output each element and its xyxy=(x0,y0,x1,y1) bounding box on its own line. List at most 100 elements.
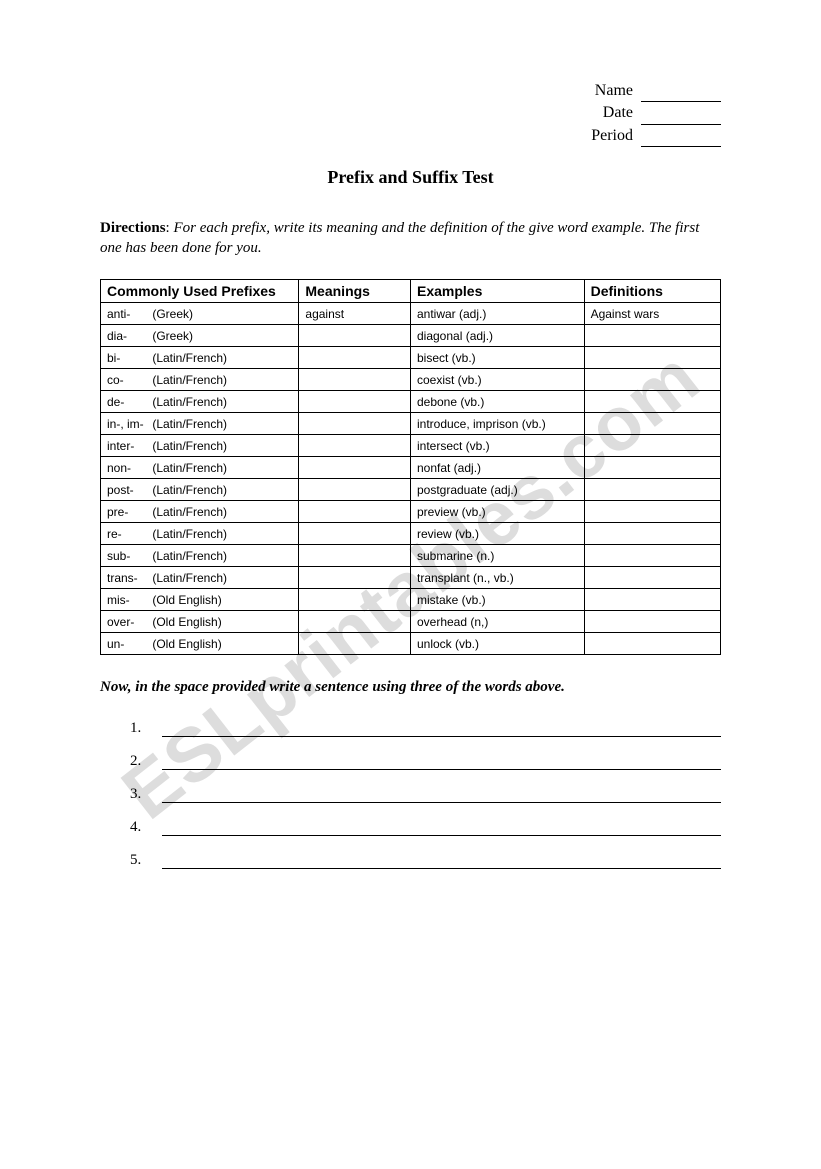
meaning-cell[interactable] xyxy=(299,544,411,566)
prefix-cell: anti- (Greek) xyxy=(101,302,299,324)
definition-cell[interactable] xyxy=(584,632,720,654)
definition-cell[interactable] xyxy=(584,456,720,478)
meaning-cell[interactable] xyxy=(299,610,411,632)
sentence-number: 3. xyxy=(130,786,154,803)
prefix-origin: (Latin/French) xyxy=(149,527,227,541)
meaning-cell[interactable] xyxy=(299,412,411,434)
sentence-number: 2. xyxy=(130,753,154,770)
example-cell: submarine (n.) xyxy=(410,544,584,566)
prefix-origin: (Latin/French) xyxy=(149,549,227,563)
sentence-number: 5. xyxy=(130,852,154,869)
date-label: Date xyxy=(603,102,633,124)
table-row: inter- (Latin/French)intersect (vb.) xyxy=(101,434,721,456)
definition-cell[interactable]: Against wars xyxy=(584,302,720,324)
meaning-cell[interactable] xyxy=(299,434,411,456)
prefix-cell: over- (Old English) xyxy=(101,610,299,632)
prefix-name: in-, im- xyxy=(107,417,149,431)
definition-cell[interactable] xyxy=(584,324,720,346)
meaning-cell[interactable] xyxy=(299,500,411,522)
definition-cell[interactable] xyxy=(584,412,720,434)
prefix-origin: (Latin/French) xyxy=(149,505,227,519)
sentence-blank[interactable] xyxy=(162,855,721,869)
prefix-cell: trans- (Latin/French) xyxy=(101,566,299,588)
prefix-origin: (Latin/French) xyxy=(149,351,227,365)
prefix-origin: (Greek) xyxy=(149,307,193,321)
prefix-name: trans- xyxy=(107,571,149,585)
prefix-origin: (Latin/French) xyxy=(149,417,227,431)
definition-cell[interactable] xyxy=(584,346,720,368)
prefix-cell: mis- (Old English) xyxy=(101,588,299,610)
table-row: in-, im- (Latin/French) introduce, impris… xyxy=(101,412,721,434)
example-cell: bisect (vb.) xyxy=(410,346,584,368)
example-cell: postgraduate (adj.) xyxy=(410,478,584,500)
prefix-name: over- xyxy=(107,615,149,629)
meaning-cell[interactable] xyxy=(299,390,411,412)
sentence-blank[interactable] xyxy=(162,723,721,737)
prefix-cell: post- (Latin/French) xyxy=(101,478,299,500)
example-cell: transplant (n., vb.) xyxy=(410,566,584,588)
period-blank[interactable] xyxy=(641,133,721,147)
prefix-cell: un- (Old English) xyxy=(101,632,299,654)
prefix-origin: (Latin/French) xyxy=(149,461,227,475)
meaning-cell[interactable] xyxy=(299,566,411,588)
page-title: Prefix and Suffix Test xyxy=(100,167,721,188)
sentence-number: 4. xyxy=(130,819,154,836)
table-row: pre- (Latin/French)preview (vb.) xyxy=(101,500,721,522)
prefix-cell: dia- (Greek) xyxy=(101,324,299,346)
definition-cell[interactable] xyxy=(584,566,720,588)
prefix-cell: sub- (Latin/French) xyxy=(101,544,299,566)
directions-body: For each prefix, write its meaning and t… xyxy=(100,220,699,256)
table-row: un- (Old English)unlock (vb.) xyxy=(101,632,721,654)
header-fields: Name Date Period xyxy=(100,80,721,147)
meaning-cell[interactable] xyxy=(299,456,411,478)
prefix-name: dia- xyxy=(107,329,149,343)
col-header-examples: Examples xyxy=(410,279,584,302)
table-row: co- (Latin/French)coexist (vb.) xyxy=(101,368,721,390)
table-row: bi- (Latin/French)bisect (vb.) xyxy=(101,346,721,368)
definition-cell[interactable] xyxy=(584,478,720,500)
table-header-row: Commonly Used Prefixes Meanings Examples… xyxy=(101,279,721,302)
definition-cell[interactable] xyxy=(584,544,720,566)
sentence-line: 5. xyxy=(130,852,721,869)
prefix-name: co- xyxy=(107,373,149,387)
directions-label: Directions xyxy=(100,220,166,236)
definition-cell[interactable] xyxy=(584,522,720,544)
sentence-line: 2. xyxy=(130,753,721,770)
col-header-prefix: Commonly Used Prefixes xyxy=(101,279,299,302)
meaning-cell[interactable] xyxy=(299,588,411,610)
table-row: re- (Latin/French)review (vb.) xyxy=(101,522,721,544)
meaning-cell[interactable] xyxy=(299,324,411,346)
definition-cell[interactable] xyxy=(584,610,720,632)
table-row: anti- (Greek)againstantiwar (adj.)Agains… xyxy=(101,302,721,324)
prefix-name: un- xyxy=(107,637,149,651)
sentence-line: 3. xyxy=(130,786,721,803)
period-label: Period xyxy=(591,125,633,147)
meaning-cell[interactable] xyxy=(299,368,411,390)
name-blank[interactable] xyxy=(641,88,721,102)
definition-cell[interactable] xyxy=(584,500,720,522)
table-row: over- (Old English)overhead (n,) xyxy=(101,610,721,632)
date-blank[interactable] xyxy=(641,111,721,125)
definition-cell[interactable] xyxy=(584,434,720,456)
prefix-origin: (Latin/French) xyxy=(149,439,227,453)
meaning-cell[interactable] xyxy=(299,632,411,654)
example-cell: introduce, imprison (vb.) xyxy=(410,412,584,434)
example-cell: diagonal (adj.) xyxy=(410,324,584,346)
meaning-cell[interactable] xyxy=(299,522,411,544)
table-row: de- (Latin/French)debone (vb.) xyxy=(101,390,721,412)
prefix-cell: de- (Latin/French) xyxy=(101,390,299,412)
meaning-cell[interactable]: against xyxy=(299,302,411,324)
prefix-name: non- xyxy=(107,461,149,475)
prefix-origin: (Latin/French) xyxy=(149,395,227,409)
example-cell: antiwar (adj.) xyxy=(410,302,584,324)
definition-cell[interactable] xyxy=(584,368,720,390)
meaning-cell[interactable] xyxy=(299,478,411,500)
meaning-cell[interactable] xyxy=(299,346,411,368)
sentence-blank[interactable] xyxy=(162,756,721,770)
sentence-blank[interactable] xyxy=(162,822,721,836)
definition-cell[interactable] xyxy=(584,390,720,412)
prefix-origin: (Old English) xyxy=(149,637,222,651)
sentence-blank[interactable] xyxy=(162,789,721,803)
prefix-name: pre- xyxy=(107,505,149,519)
definition-cell[interactable] xyxy=(584,588,720,610)
